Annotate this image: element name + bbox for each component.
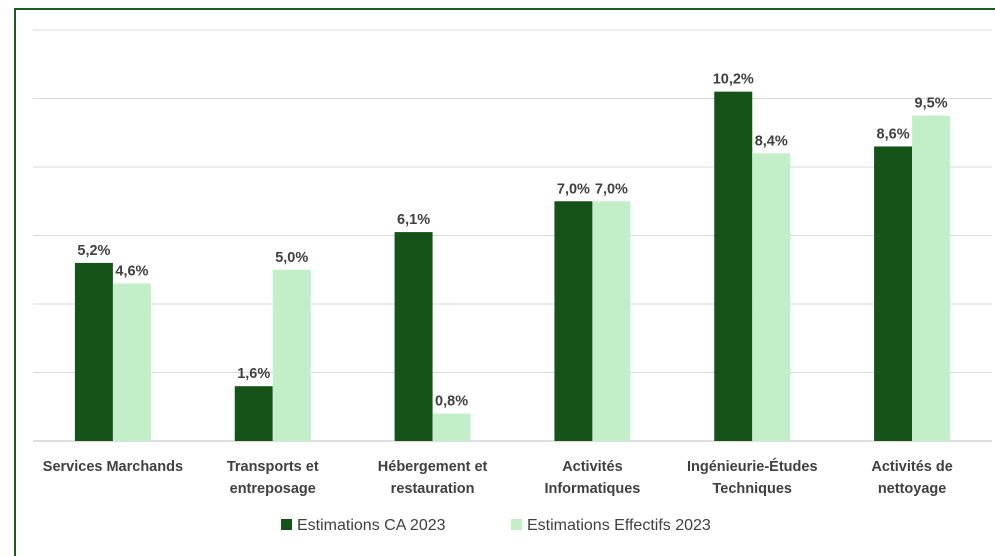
data-label-effectifs-0: 4,6% xyxy=(115,263,148,279)
bar-effectifs-3 xyxy=(592,201,631,441)
bar-effectifs-1 xyxy=(272,269,311,441)
legend-label-effectifs: Estimations Effectifs 2023 xyxy=(527,517,711,534)
bar-effectifs-5 xyxy=(912,115,951,441)
data-label-ca-3: 7,0% xyxy=(557,181,590,197)
bar-ca-0 xyxy=(74,262,113,441)
x-tick-label: Techniques xyxy=(713,481,793,497)
legend-swatch-ca xyxy=(281,519,292,530)
data-label-effectifs-1: 5,0% xyxy=(275,250,308,266)
legend-label-ca: Estimations CA 2023 xyxy=(297,517,446,534)
legend: Estimations CA 2023 Estimations Effectifs… xyxy=(281,517,711,534)
x-tick-label: Transports et xyxy=(227,459,319,475)
data-label-ca-2: 6,1% xyxy=(397,212,430,228)
legend-swatch-effectifs xyxy=(511,519,522,530)
data-label-effectifs-5: 9,5% xyxy=(915,96,948,112)
bar-effectifs-4 xyxy=(752,153,791,442)
x-tick-label: Hébergement et xyxy=(378,459,488,475)
chart-frame xyxy=(14,8,995,556)
bar-ca-2 xyxy=(394,232,433,441)
data-label-ca-0: 5,2% xyxy=(77,243,110,259)
bar-ca-1 xyxy=(234,386,273,441)
x-tick-label: entreposage xyxy=(230,481,316,497)
bar-ca-5 xyxy=(874,146,913,441)
data-label-ca-5: 8,6% xyxy=(877,126,910,142)
x-tick-label: Services Marchands xyxy=(43,459,183,475)
x-tick-labels: Services Marchands Transports et entreposa… xyxy=(43,458,953,497)
bar-effectifs-2 xyxy=(432,413,471,441)
x-tick-label: Activités xyxy=(562,459,622,475)
grid-lines xyxy=(33,29,992,442)
bar-ca-3 xyxy=(554,201,593,441)
data-label-effectifs-3: 7,0% xyxy=(595,181,628,197)
data-label-effectifs-4: 8,4% xyxy=(755,133,788,149)
data-label-effectifs-2: 0,8% xyxy=(435,394,468,410)
bars xyxy=(74,91,951,442)
bar-effectifs-0 xyxy=(112,283,151,441)
x-tick-label: Activités de xyxy=(871,459,952,475)
x-tick-label: nettoyage xyxy=(878,481,947,497)
x-tick-label: Informatiques xyxy=(544,481,640,497)
data-label-ca-1: 1,6% xyxy=(237,366,270,382)
x-tick-label: restauration xyxy=(391,481,475,497)
data-labels: 5,2% 4,6% 1,6% 5,0% 6,1% 0,8% 7,0% 7,0% 10,2% 8,4… xyxy=(77,72,947,410)
data-label-ca-4: 10,2% xyxy=(713,72,754,88)
bar-ca-4 xyxy=(714,91,753,442)
x-tick-label: Ingénieurie-Études xyxy=(687,458,818,475)
